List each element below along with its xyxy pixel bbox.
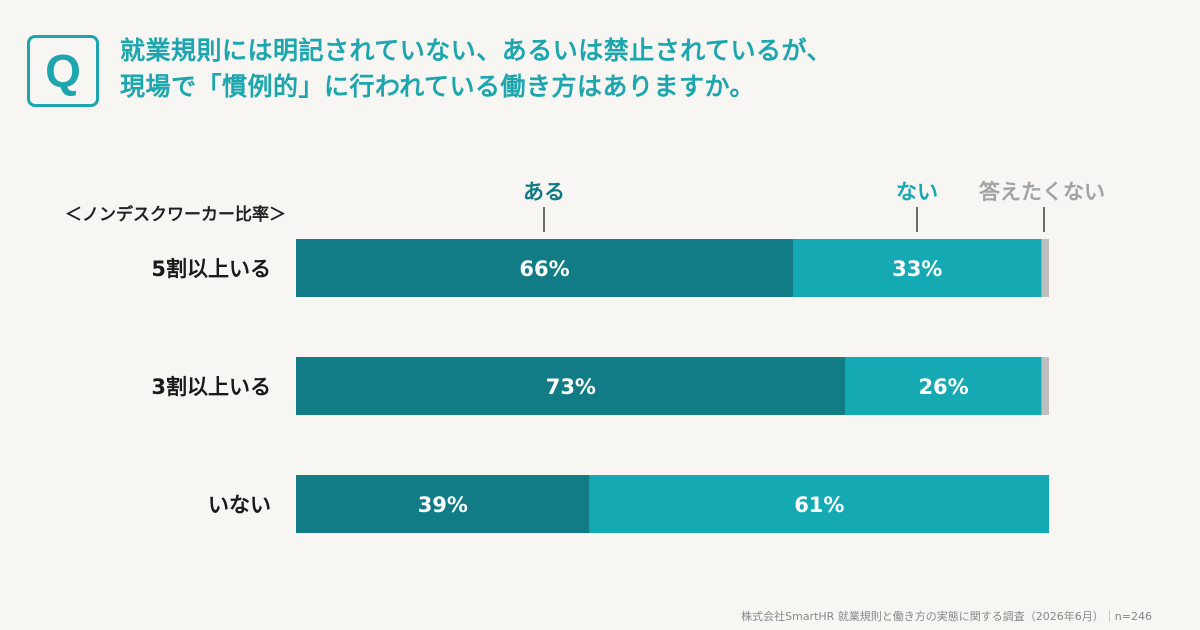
- question-line-1: 就業規則には明記されていない、あるいは禁止されているが、: [120, 36, 833, 65]
- data-label-3-wari-series-0: 73%: [546, 375, 596, 399]
- category-label-inai: いない: [208, 493, 271, 517]
- category-label-5-wari: 5割以上いる: [151, 257, 271, 281]
- question-badge: Q: [27, 35, 99, 107]
- legend-label-0: ある: [523, 180, 565, 204]
- bar-3-wari-series-1: [845, 357, 1042, 415]
- source-note: 株式会社SmartHR 就業規則と働き方の実態に関する調査（2026年6月）｜n…: [741, 610, 1152, 623]
- data-label-inai-series-0: 39%: [418, 493, 468, 517]
- question-title: 就業規則には明記されていない、あるいは禁止されているが、 現場で「慣例的」に行わ…: [120, 33, 832, 105]
- bar-5-wari-series-0: [296, 239, 793, 297]
- legend-label-2: 答えたくない: [979, 180, 1105, 204]
- legend-label-1: ない: [896, 180, 938, 204]
- bar-inai-series-1: [589, 475, 1049, 533]
- data-label-5-wari-series-0: 66%: [519, 257, 569, 281]
- bar-3-wari-series-2: [1041, 357, 1049, 415]
- data-label-3-wari-series-1: 26%: [918, 375, 968, 399]
- bar-3-wari-series-0: [296, 357, 846, 415]
- bar-inai-series-0: [296, 475, 590, 533]
- data-label-inai-series-1: 61%: [794, 493, 844, 517]
- data-label-5-wari-series-1: 33%: [892, 257, 942, 281]
- subgroup-label: ＜ノンデスクワーカー比率＞: [65, 205, 286, 225]
- question-line-2: 現場で「慣例的」に行われている働き方はありますか。: [120, 72, 756, 101]
- category-label-3-wari: 3割以上いる: [151, 375, 271, 399]
- bar-5-wari-series-2: [1041, 239, 1049, 297]
- bar-5-wari-series-1: [792, 239, 1042, 297]
